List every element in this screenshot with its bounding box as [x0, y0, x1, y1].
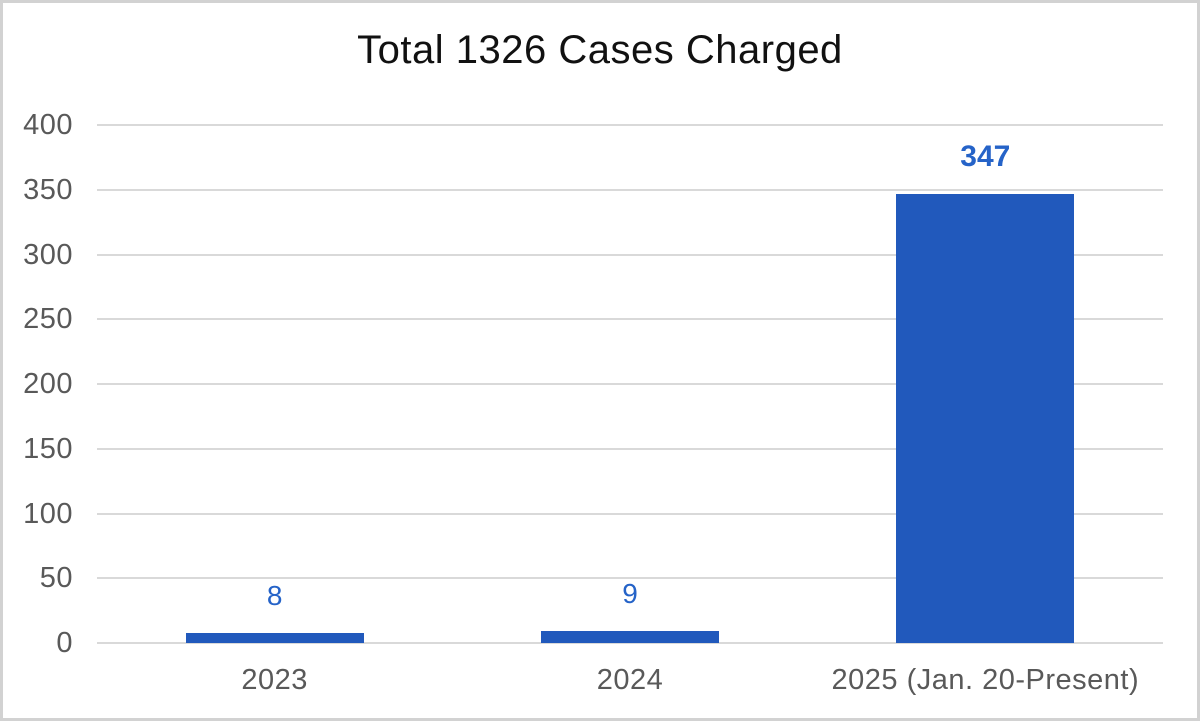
bar-2024 — [541, 631, 719, 643]
y-axis-tick-label: 250 — [23, 303, 73, 336]
y-axis-tick-label: 350 — [23, 173, 73, 206]
y-axis-tick-label: 50 — [39, 562, 73, 595]
bar-2025 — [896, 193, 1075, 643]
bar-value-label: 347 — [960, 139, 1011, 173]
bar-value-label: 9 — [622, 578, 638, 610]
x-axis-category-label: 2025 (Jan. 20-Present) — [831, 664, 1140, 696]
y-axis-tick-label: 0 — [56, 627, 73, 659]
gridline-350 — [97, 188, 1163, 191]
gridline-150 — [97, 447, 1163, 450]
y-axis-tick-label: 150 — [23, 432, 73, 465]
gridline-400 — [97, 124, 1163, 126]
x-axis-category-label: 2023 — [241, 664, 308, 696]
y-axis-tick-label: 200 — [23, 368, 73, 400]
bar-2023 — [185, 632, 364, 643]
x-axis-category-label: 2024 — [596, 664, 664, 696]
gridline-200 — [97, 383, 1163, 385]
bar-value-label: 8 — [266, 579, 283, 611]
gridline-300 — [97, 253, 1163, 256]
chart-title: Total 1326 Cases Charged — [357, 28, 843, 72]
gridline-250 — [97, 318, 1163, 321]
gridline-100 — [97, 512, 1163, 515]
y-axis-tick-label: 300 — [23, 238, 73, 271]
gridline-50 — [97, 577, 1163, 580]
y-axis-tick-label: 400 — [23, 109, 73, 141]
gridline-0 — [97, 642, 1163, 644]
plot-area: 8 9 347 — [97, 124, 1163, 644]
y-axis-tick-label: 100 — [23, 497, 73, 530]
